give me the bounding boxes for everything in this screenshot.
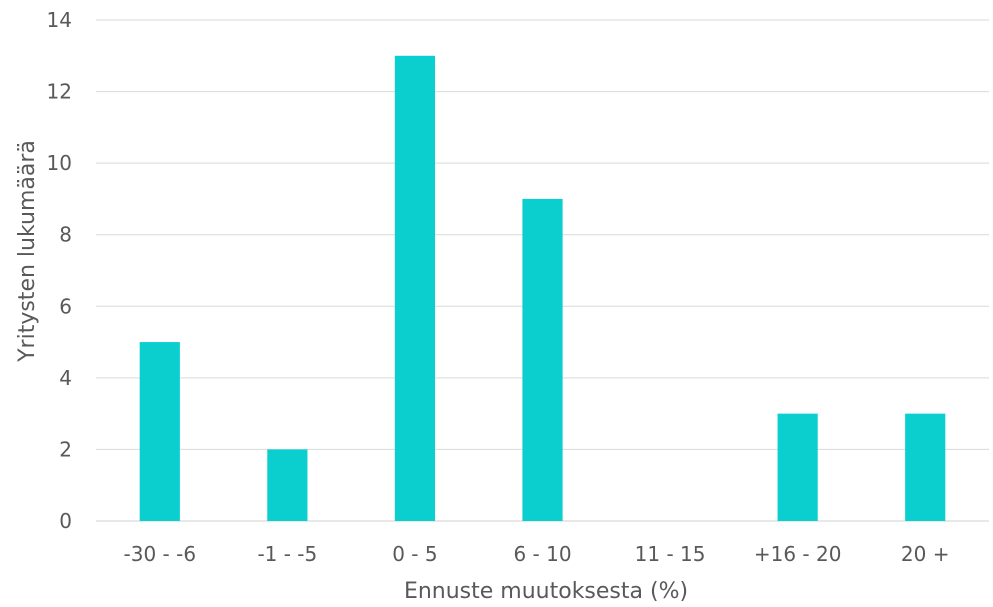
y-tick-label: 6 [59,294,72,318]
y-tick-label: 10 [47,151,72,175]
y-axis-label: Yritysten lukumäärä [15,140,40,363]
bar [778,414,818,521]
y-tick-label: 8 [59,223,72,247]
y-tick-label: 0 [59,509,72,533]
bars [140,56,946,521]
x-tick-label: 0 - 5 [392,542,437,566]
x-tick-label: 11 - 15 [635,542,706,566]
x-tick-label: -30 - -6 [124,542,197,566]
y-tick-label: 14 [47,8,72,32]
y-axis-ticks: 0 2 4 6 8 10 12 14 [47,8,72,533]
y-tick-label: 12 [47,80,72,104]
y-tick-label: 4 [59,366,72,390]
x-tick-label: 20 + [901,542,950,566]
bar [140,342,180,521]
y-tick-label: 2 [59,437,72,461]
x-tick-label: +16 - 20 [754,542,842,566]
x-tick-label: 6 - 10 [513,542,571,566]
x-tick-label: -1 - -5 [257,542,317,566]
bar [395,56,435,521]
bar [267,449,307,521]
x-axis-ticks: -30 - -6 -1 - -5 0 - 5 6 - 10 11 - 15 +16 - 2… [124,542,950,566]
x-axis-label: Ennuste muutoksesta (%) [404,579,688,604]
bar [905,414,945,521]
bar [522,199,562,521]
